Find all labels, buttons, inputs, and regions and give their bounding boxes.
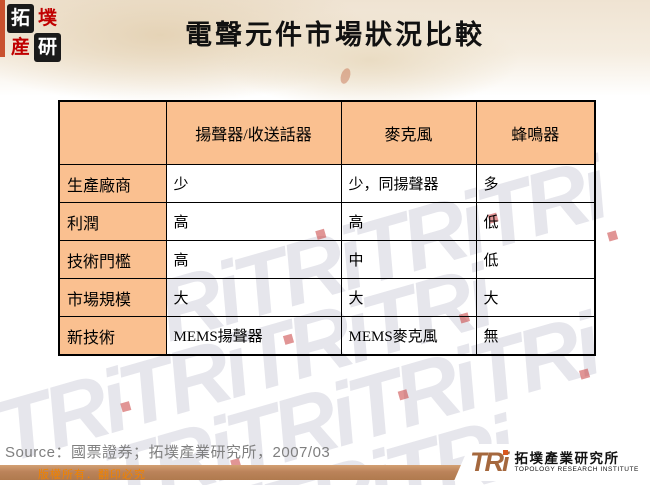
comparison-table: 揚聲器/收送話器 麥克風 蜂鳴器 生產廠商 少 少，同揚聲器 多 利潤 高 高 … bbox=[58, 100, 596, 356]
table-row: 利潤 高 高 低 bbox=[58, 202, 596, 241]
seal-char: 墣 bbox=[37, 8, 57, 29]
table-cell: 多 bbox=[475, 164, 596, 203]
row-label: 新技術 bbox=[58, 316, 167, 356]
seal-char: 産 bbox=[10, 37, 30, 58]
row-label: 技術門檻 bbox=[58, 240, 167, 279]
seal-char: 拓 bbox=[7, 4, 34, 33]
watermark-red-dot bbox=[120, 401, 132, 413]
table-cell: 無 bbox=[475, 316, 596, 356]
table-cell: 高 bbox=[165, 202, 342, 241]
source-note: Source：國票證券；拓墣產業研究所，2007/03 bbox=[5, 444, 331, 461]
page-title: 電聲元件市場狀況比較 bbox=[185, 20, 485, 50]
table-cell: MEMS揚聲器 bbox=[165, 316, 342, 356]
table-cell: 大 bbox=[340, 278, 477, 317]
tri-seal-logo: 拓 墣 産 研 bbox=[7, 4, 61, 62]
column-header: 揚聲器/收送話器 bbox=[165, 100, 342, 165]
row-label: 市場規模 bbox=[58, 278, 167, 317]
tri-footer-logo: TRi 拓墣產業研究所 TOPOLOGY RESEARCH INSTITUTE bbox=[454, 444, 650, 481]
copyright-text: 版權所有．翻印必究 bbox=[38, 469, 146, 481]
left-accent-strip bbox=[0, 0, 5, 57]
table-cell: 高 bbox=[165, 240, 342, 279]
table-header-row: 揚聲器/收送話器 麥克風 蜂鳴器 bbox=[58, 100, 596, 165]
table-cell: 低 bbox=[475, 240, 596, 279]
top-map-band bbox=[0, 0, 650, 110]
table-cell: 少 bbox=[165, 164, 342, 203]
table-row: 新技術 MEMS揚聲器 MEMS麥克風 無 bbox=[58, 316, 596, 356]
row-label: 利潤 bbox=[58, 202, 167, 241]
watermark-red-dot bbox=[397, 389, 409, 401]
row-label: 生產廠商 bbox=[58, 164, 167, 203]
table-cell: 大 bbox=[475, 278, 596, 317]
table-row: 技術門檻 高 中 低 bbox=[58, 240, 596, 279]
table-cell: MEMS麥克風 bbox=[340, 316, 477, 356]
table-cell: 少，同揚聲器 bbox=[340, 164, 477, 203]
tri-wordmark: TRi bbox=[470, 449, 509, 476]
seal-char: 研 bbox=[34, 33, 61, 62]
tri-name-chinese: 拓墣產業研究所 bbox=[514, 450, 620, 466]
column-header: 麥克風 bbox=[340, 100, 477, 165]
table-cell: 高 bbox=[340, 202, 477, 241]
table-row: 生產廠商 少 少，同揚聲器 多 bbox=[58, 164, 596, 203]
table-cell: 大 bbox=[165, 278, 342, 317]
column-header: 蜂鳴器 bbox=[475, 100, 596, 165]
watermark-red-dot bbox=[578, 368, 591, 380]
watermark-red-dot bbox=[607, 230, 619, 242]
map-texture-blob bbox=[220, 10, 520, 110]
tri-logo-names: 拓墣產業研究所 TOPOLOGY RESEARCH INSTITUTE bbox=[514, 450, 639, 474]
table-row: 市場規模 大 大 大 bbox=[58, 278, 596, 317]
table-cell: 低 bbox=[475, 202, 596, 241]
table-cell: 中 bbox=[340, 240, 477, 279]
tri-wordmark-dot-icon bbox=[502, 450, 508, 455]
tri-name-english: TOPOLOGY RESEARCH INSTITUTE bbox=[514, 466, 639, 473]
table-corner-cell bbox=[58, 100, 167, 165]
